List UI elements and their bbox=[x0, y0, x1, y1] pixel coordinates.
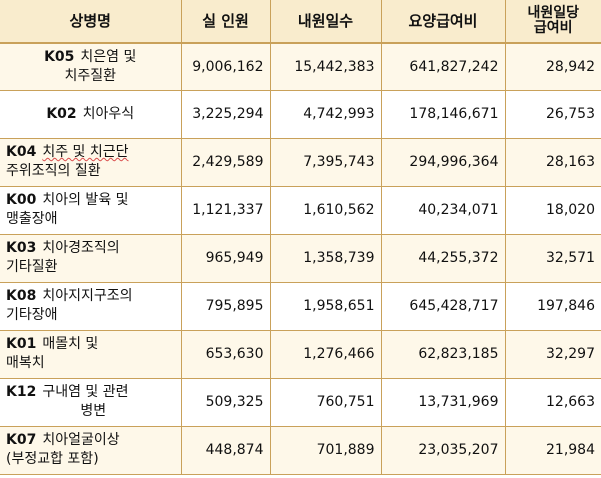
days-cell: 760,751 bbox=[270, 378, 382, 426]
disease-code: K07 bbox=[6, 432, 37, 448]
disease-name-line1: 치주 및 치근단 bbox=[42, 144, 129, 160]
disease-cell: K08 치아지지구조의 기타장애 bbox=[0, 282, 182, 330]
disease-name-line2: 기타장애 bbox=[6, 307, 58, 323]
patients-cell: 795,895 bbox=[181, 282, 271, 330]
patients-cell: 965,949 bbox=[181, 234, 271, 282]
table-row: K12 구내염 및 관련 병변 509,325 760,751 13,731,96… bbox=[0, 378, 601, 426]
disease-name-line2: 주위조직의 질환 bbox=[6, 163, 101, 179]
per-day-cell: 28,163 bbox=[546, 154, 595, 170]
disease-code: K04 bbox=[6, 144, 37, 160]
table-row: K08 치아지지구조의 기타장애 795,895 1,958,651 645,42… bbox=[0, 282, 601, 330]
days-cell: 7,395,743 bbox=[270, 138, 382, 186]
patients-cell: 448,874 bbox=[181, 426, 271, 474]
disease-code: K12 bbox=[6, 384, 37, 400]
disease-name-line1: 치아우식 bbox=[82, 105, 135, 122]
patients-cell: 3,225,294 bbox=[181, 90, 271, 138]
disease-code: K02 bbox=[46, 105, 77, 122]
cost-cell: 44,255,372 bbox=[381, 234, 506, 282]
disease-cell: K05 치은염 및 치주질환 bbox=[0, 43, 182, 90]
disease-name-line1: 매몰치 및 bbox=[42, 336, 99, 352]
table-row: K04 치주 및 치근단 주위조직의 질환 2,429,589 7,395,743… bbox=[0, 138, 601, 186]
days-cell: 701,889 bbox=[270, 426, 382, 474]
disease-name-line2: 병변 bbox=[80, 403, 107, 419]
header-row: 상병명 실 인원 내원일수 요양급여비 내원일당 급여비 bbox=[0, 0, 601, 44]
patients-cell: 509,325 bbox=[181, 378, 271, 426]
table-row: K05 치은염 및 치주질환 9,006,162 15,442,383 641,8… bbox=[0, 43, 601, 90]
patients-cell: 1,121,337 bbox=[181, 186, 271, 234]
disease-cell: K03 치아경조직의 기타질환 bbox=[0, 234, 182, 282]
disease-code: K05 bbox=[44, 48, 75, 65]
cost-cell: 23,035,207 bbox=[381, 426, 506, 474]
disease-code: K00 bbox=[6, 192, 37, 208]
table-row: K03 치아경조직의 기타질환 965,949 1,358,739 44,255,… bbox=[0, 234, 601, 282]
disease-cell: K00 치아의 발육 및 맹출장애 bbox=[0, 186, 182, 234]
disease-name-line2: 맹출장애 bbox=[6, 211, 58, 227]
disease-code: K08 bbox=[6, 288, 37, 304]
per-day-cell: 12,663 bbox=[546, 394, 595, 410]
disease-cell: K04 치주 및 치근단 주위조직의 질환 bbox=[0, 138, 182, 186]
per-day-cell: 21,984 bbox=[546, 442, 595, 458]
per-day-cell: 197,846 bbox=[537, 298, 595, 314]
per-day-cell: 26,753 bbox=[546, 106, 595, 122]
table-body: K05 치은염 및 치주질환 9,006,162 15,442,383 641,8… bbox=[0, 43, 601, 474]
header-days: 내원일수 bbox=[270, 0, 382, 44]
disease-name-line2: 기타질환 bbox=[6, 259, 58, 275]
disease-cell: K01 매몰치 및 매복치 bbox=[0, 330, 182, 378]
disease-name-line1: 구내염 및 관련 bbox=[42, 384, 129, 400]
days-cell: 15,442,383 bbox=[270, 43, 382, 90]
patients-cell: 653,630 bbox=[181, 330, 271, 378]
disease-name-line1: 치아의 발육 및 bbox=[42, 192, 129, 208]
header-cost: 요양급여비 bbox=[381, 0, 506, 44]
disease-name-line2: 치주질환 bbox=[64, 67, 117, 84]
disease-name-line1: 치아경조직의 bbox=[42, 240, 120, 256]
cost-cell: 13,731,969 bbox=[381, 378, 506, 426]
disease-code: K01 bbox=[6, 336, 37, 352]
per-day-cell: 28,942 bbox=[546, 58, 595, 75]
disease-name-line1: 치아얼굴이상 bbox=[42, 432, 120, 448]
per-day-cell: 18,020 bbox=[546, 202, 595, 218]
table-row: K02 치아우식 3,225,294 4,742,993 178,146,671 … bbox=[0, 90, 601, 138]
per-day-cell: 32,571 bbox=[546, 250, 595, 266]
header-per-day-line2: 급여비 bbox=[533, 20, 573, 36]
disease-name-line1: 치은염 및 bbox=[80, 48, 137, 65]
table-row: K01 매몰치 및 매복치 653,630 1,276,466 62,823,18… bbox=[0, 330, 601, 378]
days-cell: 4,742,993 bbox=[270, 90, 382, 138]
header-per-day-line1: 내원일당 bbox=[527, 5, 580, 21]
disease-name-line2: 매복치 bbox=[6, 355, 45, 371]
cost-cell: 294,996,364 bbox=[381, 138, 506, 186]
patients-cell: 2,429,589 bbox=[181, 138, 271, 186]
days-cell: 1,358,739 bbox=[270, 234, 382, 282]
cost-cell: 62,823,185 bbox=[381, 330, 506, 378]
days-cell: 1,610,562 bbox=[270, 186, 382, 234]
disease-name-line2: (부정교합 포함) bbox=[6, 451, 99, 467]
per-day-cell: 32,297 bbox=[546, 346, 595, 362]
disease-cell: K07 치아얼굴이상 (부정교합 포함) bbox=[0, 426, 182, 474]
table-row: K00 치아의 발육 및 맹출장애 1,121,337 1,610,562 40,… bbox=[0, 186, 601, 234]
cost-cell: 641,827,242 bbox=[381, 43, 506, 90]
disease-cell: K02 치아우식 bbox=[0, 90, 182, 138]
days-cell: 1,958,651 bbox=[270, 282, 382, 330]
cost-cell: 178,146,671 bbox=[381, 90, 506, 138]
header-patients: 실 인원 bbox=[181, 0, 271, 44]
table-header: 상병명 실 인원 내원일수 요양급여비 내원일당 급여비 bbox=[0, 0, 601, 44]
header-disease: 상병명 bbox=[0, 0, 182, 44]
patients-cell: 9,006,162 bbox=[181, 43, 271, 90]
disease-code: K03 bbox=[6, 240, 37, 256]
header-per-day-cost: 내원일당 급여비 bbox=[505, 0, 601, 44]
cost-cell: 40,234,071 bbox=[381, 186, 506, 234]
disease-cell: K12 구내염 및 관련 병변 bbox=[0, 378, 182, 426]
days-cell: 1,276,466 bbox=[270, 330, 382, 378]
disease-name-line1: 치아지지구조의 bbox=[42, 288, 133, 304]
cost-cell: 645,428,717 bbox=[381, 282, 506, 330]
table-row: K07 치아얼굴이상 (부정교합 포함) 448,874 701,889 23,0… bbox=[0, 426, 601, 474]
